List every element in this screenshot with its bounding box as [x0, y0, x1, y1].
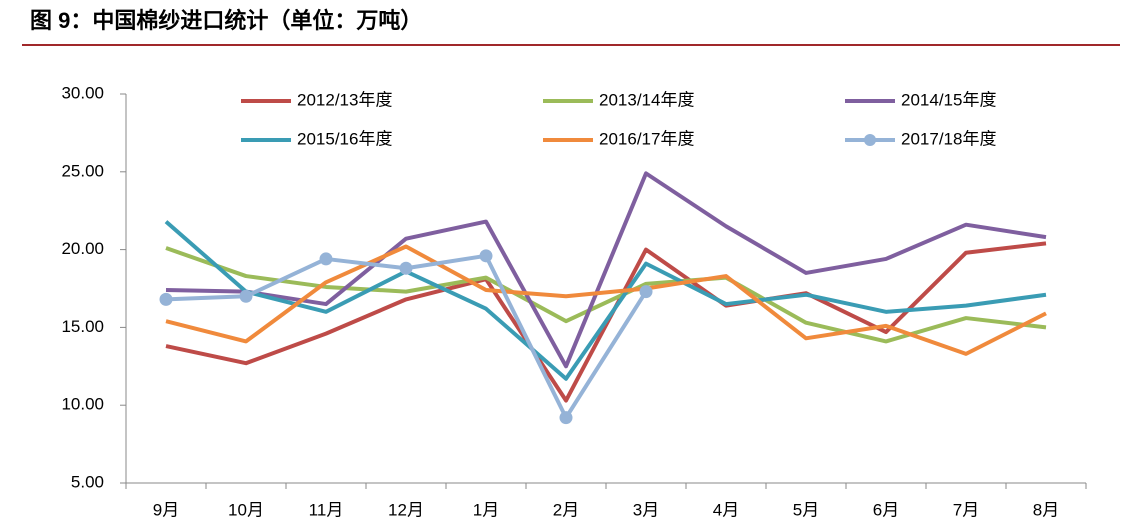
legend-label: 2016/17年度 [599, 129, 694, 148]
series-line [165, 171, 1047, 369]
legend-label: 2015/16年度 [297, 129, 392, 148]
series-line [164, 220, 1047, 381]
x-tick-label: 2月 [553, 500, 579, 519]
y-tick-label: 25.00 [61, 161, 104, 180]
x-tick-label: 3月 [633, 500, 659, 519]
legend-label: 2012/13年度 [297, 90, 392, 109]
x-tick-label: 1月 [473, 500, 499, 519]
y-tick-label: 20.00 [61, 239, 104, 258]
series-line [165, 241, 1047, 403]
x-tick-label: 11月 [309, 500, 344, 519]
point [319, 252, 333, 266]
point [239, 289, 253, 303]
point [159, 292, 173, 306]
x-tick-label: 12月 [388, 500, 424, 519]
chart-title: 图 9：中国棉纱进口统计（单位：万吨） [30, 8, 422, 33]
legend-marker [864, 134, 876, 146]
x-tick-label: 10月 [228, 500, 264, 519]
y-tick-label: 15.00 [61, 317, 104, 336]
x-tick-label: 4月 [713, 500, 739, 519]
x-tick-label: 9月 [153, 500, 179, 519]
x-tick-label: 5月 [793, 500, 819, 519]
y-tick-label: 5.00 [71, 472, 104, 491]
point [639, 285, 653, 299]
y-tick-label: 10.00 [61, 395, 104, 414]
y-tick-label: 30.00 [61, 83, 104, 102]
x-tick-label: 7月 [953, 500, 979, 519]
legend-label: 2014/15年度 [901, 90, 996, 109]
series-line [165, 246, 1047, 344]
point [399, 261, 413, 275]
point [559, 411, 573, 425]
x-tick-label: 6月 [873, 500, 899, 519]
legend-label: 2017/18年度 [901, 129, 996, 148]
point [479, 249, 493, 263]
x-tick-label: 8月 [1033, 500, 1059, 519]
legend-label: 2013/14年度 [599, 90, 694, 109]
series-line [165, 253, 648, 420]
series-line [165, 244, 1047, 356]
